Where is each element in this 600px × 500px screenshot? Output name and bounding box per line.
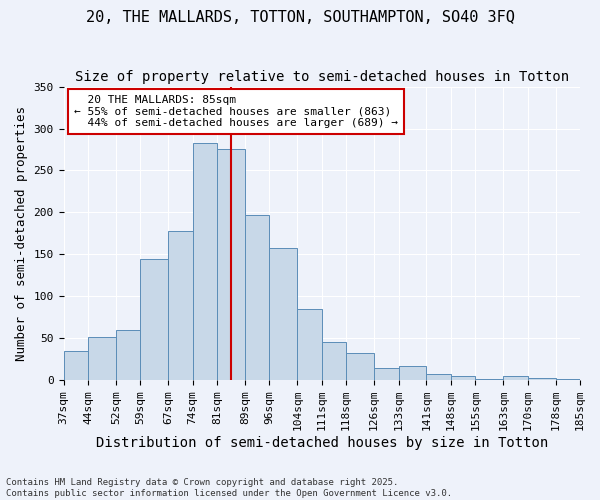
Bar [168,231,193,380]
Bar [322,342,346,380]
Bar [451,376,475,380]
Bar [88,338,116,380]
Y-axis label: Number of semi-detached properties: Number of semi-detached properties [15,106,28,361]
Bar [503,376,527,380]
Bar [64,351,88,380]
Text: Contains HM Land Registry data © Crown copyright and database right 2025.
Contai: Contains HM Land Registry data © Crown c… [6,478,452,498]
Bar [193,143,217,380]
Bar [556,378,580,380]
Bar [217,150,245,380]
X-axis label: Distribution of semi-detached houses by size in Totton: Distribution of semi-detached houses by … [95,436,548,450]
Bar [245,215,269,380]
Text: 20, THE MALLARDS, TOTTON, SOUTHAMPTON, SO40 3FQ: 20, THE MALLARDS, TOTTON, SOUTHAMPTON, S… [86,10,514,25]
Bar [298,309,322,380]
Bar [527,378,556,380]
Bar [475,378,503,380]
Bar [140,258,168,380]
Text: 20 THE MALLARDS: 85sqm
← 55% of semi-detached houses are smaller (863)
  44% of : 20 THE MALLARDS: 85sqm ← 55% of semi-det… [74,95,398,128]
Bar [269,248,298,380]
Bar [427,374,451,380]
Bar [374,368,398,380]
Bar [116,330,140,380]
Title: Size of property relative to semi-detached houses in Totton: Size of property relative to semi-detach… [75,70,569,84]
Bar [346,354,374,380]
Bar [398,366,427,380]
